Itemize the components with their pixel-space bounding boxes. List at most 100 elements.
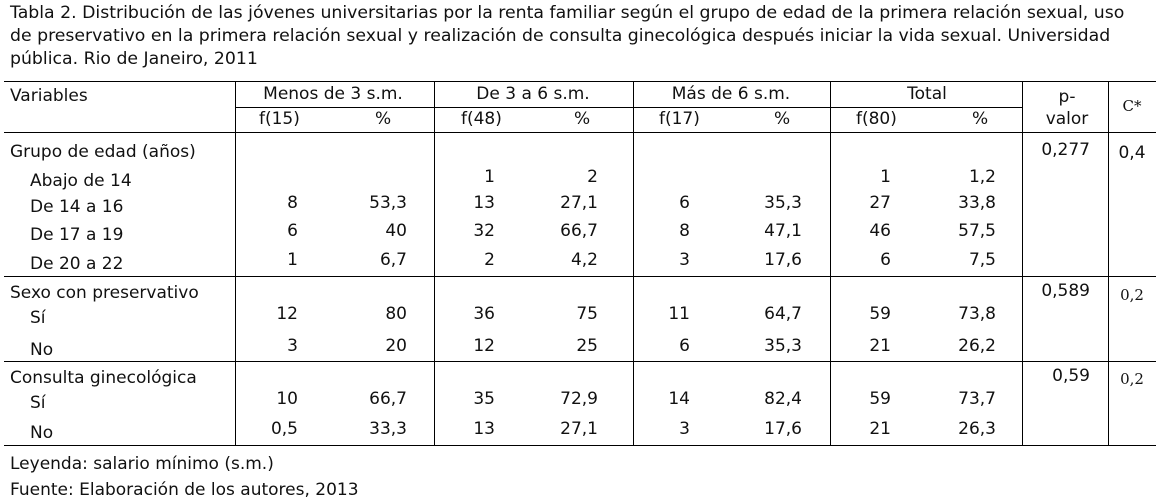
table-cell: 6 [287, 221, 298, 241]
table-cell: 4,2 [570, 250, 598, 270]
table-cell: 6 [880, 250, 891, 270]
table-cell: 8 [287, 193, 298, 213]
header-frequency: f(80) [856, 109, 897, 129]
table-cell: 8 [679, 221, 690, 241]
table-cell: 1,2 [968, 167, 996, 187]
table-cell: 3 [679, 419, 690, 439]
table-cell: 1 [880, 167, 891, 187]
table-cell: 72,9 [560, 389, 598, 409]
table-cell: 6,7 [379, 250, 407, 270]
section-pvalue: 0,59 [1052, 366, 1090, 386]
table-cell: 2 [587, 167, 598, 187]
row-label: Sí [30, 393, 46, 413]
table-cell: 1 [484, 167, 495, 187]
legend-note: Leyenda: salario mínimo (s.m.) [10, 454, 274, 474]
table-cell: 57,5 [958, 221, 996, 241]
table-cell: 27,1 [560, 193, 598, 213]
table-cell: 6 [679, 336, 690, 356]
table-cell: 66,7 [560, 221, 598, 241]
table-cell: 73,7 [958, 389, 996, 409]
table-cell: 75 [576, 304, 598, 324]
section-c-value: 0,2 [1120, 370, 1144, 388]
source-note: Fuente: Elaboración de los autores, 2013 [10, 480, 359, 500]
table-cell: 35 [473, 389, 495, 409]
column-divider [830, 81, 831, 445]
table-cell: 33,8 [958, 193, 996, 213]
header-pvalue: p- [1058, 87, 1076, 107]
table-caption: Tabla 2. Distribución de las jóvenes uni… [10, 3, 1125, 69]
table-cell: 13 [473, 419, 495, 439]
header-percent: % [972, 109, 989, 129]
table-cell: 25 [576, 336, 598, 356]
table-cell: 21 [869, 336, 891, 356]
table-cell: 26,2 [958, 336, 996, 356]
table-cell: 17,6 [764, 419, 802, 439]
table-cell: 0,5 [270, 419, 298, 439]
table-cell: 10 [276, 389, 298, 409]
table-cell: 47,1 [764, 221, 802, 241]
group-header-underline [235, 107, 1022, 108]
table-cell: 17,6 [764, 250, 802, 270]
header-frequency: f(15) [259, 109, 300, 129]
row-label: Abajo de 14 [30, 171, 132, 191]
header-group: Menos de 3 s.m. [263, 84, 403, 104]
table-cell: 73,8 [958, 304, 996, 324]
table-cell: 32 [473, 221, 495, 241]
header-group: De 3 a 6 s.m. [476, 84, 590, 104]
row-label: De 14 a 16 [30, 197, 124, 217]
section-pvalue: 0,277 [1041, 140, 1090, 160]
row-label: De 17 a 19 [30, 225, 124, 245]
table-cell: 3 [287, 336, 298, 356]
header-c: C* [1122, 97, 1142, 115]
header-variables: Variables [10, 86, 88, 106]
table-cell: 64,7 [764, 304, 802, 324]
table-top-rule [4, 81, 1156, 82]
row-label: De 20 a 22 [30, 254, 124, 274]
section-divider [4, 276, 1156, 277]
section-divider [4, 361, 1156, 362]
table-cell: 36 [473, 304, 495, 324]
table-cell: 59 [869, 389, 891, 409]
table-cell: 82,4 [764, 389, 802, 409]
header-group: Total [907, 84, 947, 104]
section-c-value: 0,4 [1118, 143, 1146, 163]
table-cell: 80 [385, 304, 407, 324]
header-pvalue: valor [1045, 109, 1089, 129]
table-bottom-rule [4, 445, 1156, 446]
table-cell: 12 [276, 304, 298, 324]
table-cell: 7,5 [968, 250, 996, 270]
table-cell: 1 [287, 250, 298, 270]
row-label: No [30, 340, 54, 360]
table-cell: 35,3 [764, 193, 802, 213]
table-cell: 26,3 [958, 419, 996, 439]
section-title: Sexo con preservativo [10, 283, 199, 303]
column-divider [633, 81, 634, 445]
header-percent: % [774, 109, 791, 129]
table-cell: 12 [473, 336, 495, 356]
table-cell: 2 [484, 250, 495, 270]
section-title: Grupo de edad (años) [10, 142, 196, 162]
table-cell: 14 [668, 389, 690, 409]
row-label: No [30, 423, 54, 443]
column-divider [1108, 81, 1109, 445]
header-frequency: f(17) [659, 109, 700, 129]
header-frequency: f(48) [461, 109, 502, 129]
header-percent: % [375, 109, 392, 129]
table-cell: 46 [869, 221, 891, 241]
row-label: Sí [30, 308, 46, 328]
table-cell: 27 [869, 193, 891, 213]
table-cell: 40 [385, 221, 407, 241]
table-cell: 59 [869, 304, 891, 324]
section-title: Consulta ginecológica [10, 368, 197, 388]
header-percent: % [574, 109, 591, 129]
header-group: Más de 6 s.m. [671, 84, 791, 104]
column-divider [1022, 81, 1023, 445]
table-cell: 53,3 [369, 193, 407, 213]
table-cell: 6 [679, 193, 690, 213]
column-divider [235, 81, 236, 445]
table-cell: 33,3 [369, 419, 407, 439]
table-cell: 20 [385, 336, 407, 356]
header-bottom-rule [4, 132, 1156, 133]
table-cell: 21 [869, 419, 891, 439]
section-c-value: 0,2 [1120, 286, 1144, 304]
